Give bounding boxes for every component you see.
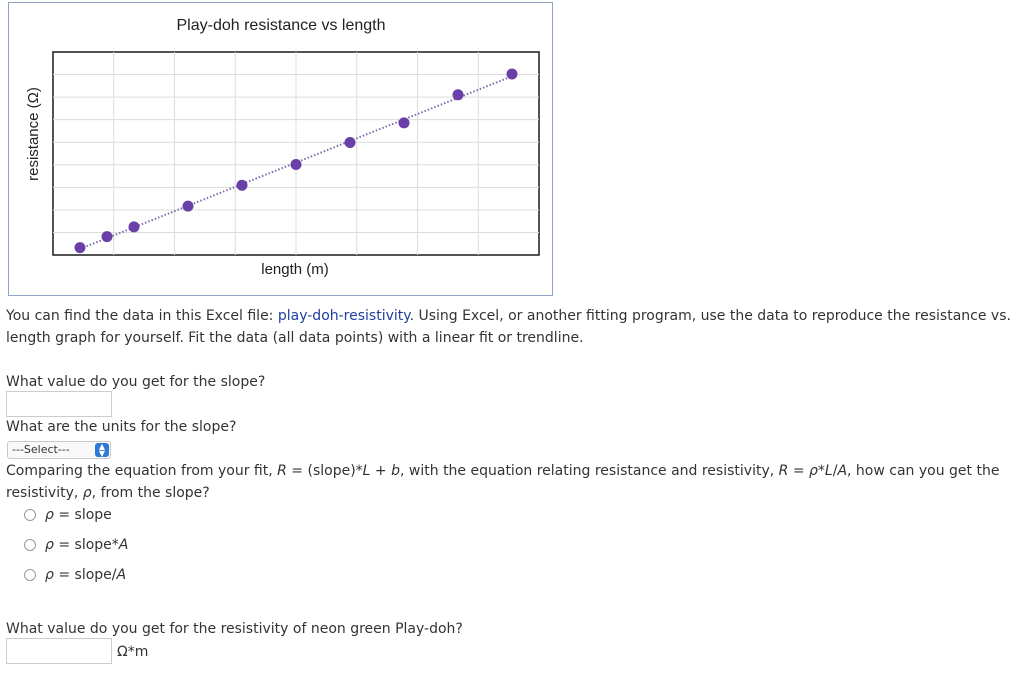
chevron-updown-icon: ▲ ▼	[95, 443, 109, 458]
q3-text: = (slope)*	[286, 463, 363, 479]
q3-text: , from the slope?	[91, 485, 210, 501]
q3-text: /	[832, 463, 838, 479]
y-axis-label: resistance (Ω)	[25, 87, 42, 181]
data-point	[182, 200, 194, 212]
option-rho-slope[interactable]: ρ = slope	[24, 507, 112, 523]
trendline-group	[79, 75, 513, 250]
option-text: = slope*	[53, 537, 119, 553]
q3-text: *	[817, 463, 825, 479]
intro-text-before: You can find the data in this Excel file…	[6, 308, 278, 324]
intro-text-after: . Using Excel, or another fitting progra…	[6, 308, 1011, 346]
scatter-chart: Play-doh resistance vs length length (m)…	[25, 17, 540, 278]
resistivity-units: Ω*m	[117, 644, 149, 660]
intro-paragraph: You can find the data in this Excel file…	[6, 305, 1016, 349]
var-rho: ρ	[45, 507, 54, 523]
q3-text: , with the equation relating resistance …	[400, 463, 779, 479]
option-rho-slope-over-a[interactable]: ρ = slope/A	[24, 567, 126, 583]
var-a: A	[118, 537, 129, 553]
var-rho: ρ	[45, 567, 54, 583]
points-group	[74, 68, 518, 254]
data-point	[128, 221, 140, 233]
q3-text: Comparing the equation from your fit,	[6, 463, 278, 479]
data-point	[290, 159, 302, 171]
option-rho-slope-times-a[interactable]: ρ = slope*A	[24, 537, 128, 553]
chart-title: Play-doh resistance vs length	[177, 17, 386, 34]
var-rho: ρ	[45, 537, 54, 553]
var-r: R	[277, 463, 287, 479]
linear-trendline	[79, 75, 513, 250]
var-b: b	[391, 463, 401, 479]
radio-button[interactable]	[24, 569, 36, 581]
var-rho: ρ	[809, 463, 818, 479]
option-label: ρ = slope*A	[45, 537, 128, 553]
resistivity-question: Comparing the equation from your fit, R …	[6, 460, 1016, 504]
radio-button[interactable]	[24, 509, 36, 521]
data-point	[506, 68, 518, 80]
option-text: = slope	[53, 507, 112, 523]
data-point	[398, 117, 410, 129]
var-r: R	[778, 463, 789, 479]
var-rho: ρ	[82, 485, 92, 501]
option-label: ρ = slope	[45, 507, 112, 523]
slope-question: What value do you get for the slope?	[6, 374, 266, 390]
excel-file-link[interactable]: play-doh-resistivity	[277, 308, 410, 324]
var-a: A	[116, 567, 127, 583]
data-point	[101, 231, 113, 243]
var-l: L	[362, 463, 371, 479]
q3-text: +	[370, 463, 392, 479]
data-point	[344, 136, 356, 148]
option-text: = slope/	[53, 567, 117, 583]
units-question: What are the units for the slope?	[6, 419, 237, 435]
resistivity-value-question: What value do you get for the resistivit…	[6, 621, 463, 637]
radio-button[interactable]	[24, 539, 36, 551]
data-point	[74, 242, 86, 254]
units-select-value: ---Select---	[12, 443, 70, 456]
q3-text: =	[788, 463, 810, 479]
data-point	[452, 89, 464, 101]
chart-container: Play-doh resistance vs length length (m)…	[8, 2, 553, 296]
var-a: A	[837, 463, 848, 479]
option-label: ρ = slope/A	[45, 567, 126, 583]
q3-text: , how can you get the resistivity,	[6, 463, 1000, 501]
grid-lines	[53, 52, 539, 255]
slope-input[interactable]	[6, 391, 112, 417]
resistivity-input[interactable]	[6, 638, 112, 664]
x-axis-label: length (m)	[261, 261, 329, 278]
units-select[interactable]: ---Select--- ▲ ▼	[7, 441, 111, 459]
data-point	[236, 179, 248, 191]
var-l: L	[824, 463, 833, 479]
